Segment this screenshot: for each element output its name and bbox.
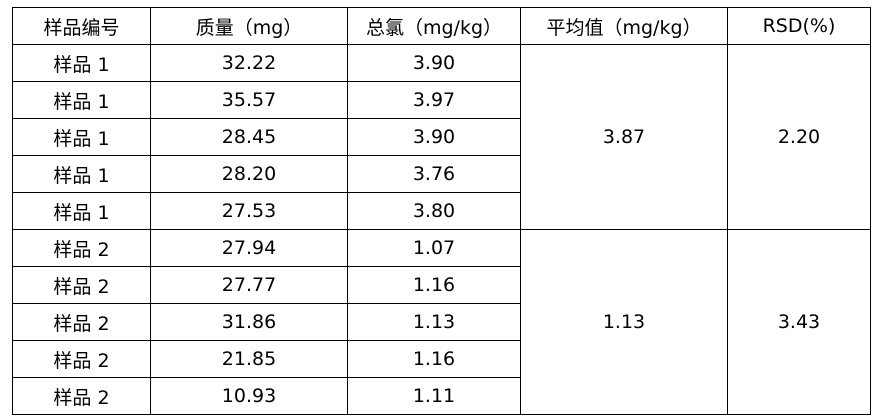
table-cell: 1.16 (347, 340, 521, 378)
table-cell: 3.80 (347, 192, 521, 230)
table-row: 样品 2 27.94 1.07 1.13 3.43 (12, 229, 871, 415)
table-cell: 3.90 (347, 44, 521, 82)
table-row: 样品 2 21.85 1.16 (12, 340, 871, 378)
table-row: 样品 2 27.77 1.16 (12, 266, 871, 304)
data-table: 样品编号 质量（mg） 总氯（mg/kg） 平均值（mg/kg） RSD(%) 样品 1… (12, 7, 871, 415)
table-cell: 27.94 (150, 229, 348, 267)
rsd-cell: 3.43 (727, 229, 871, 415)
table-row: 样品 1 27.53 3.80 (12, 192, 871, 230)
table-row: 样品 2 31.86 1.13 (12, 303, 871, 341)
table-cell: 样品 2 (12, 340, 151, 378)
table-cell: 样品 2 (12, 377, 151, 415)
table-cell: 21.85 (150, 340, 348, 378)
table-row: 样品 1 32.22 3.90 3.87 2.20 (12, 44, 871, 230)
header-row: 样品编号 质量（mg） 总氯（mg/kg） 平均值（mg/kg） RSD(%) (12, 7, 871, 45)
table-cell: 样品 2 (12, 266, 151, 304)
table-cell: 样品 2 (12, 303, 151, 341)
table-cell: 27.53 (150, 192, 348, 230)
header-cell: 质量（mg） (150, 7, 348, 45)
mean-cell: 1.13 (520, 229, 728, 415)
table-row: 样品 1 28.45 3.90 (12, 118, 871, 156)
table-row: 样品 1 35.57 3.97 (12, 81, 871, 119)
table-cell: 1.07 (347, 229, 521, 267)
header-cell: 总氯（mg/kg） (347, 7, 521, 45)
table-row: 样品 2 10.93 1.11 (12, 377, 871, 415)
table-cell: 样品 1 (12, 155, 151, 193)
table-row: 样品 1 28.20 3.76 (12, 155, 871, 193)
table-cell: 31.86 (150, 303, 348, 341)
table-cell: 3.76 (347, 155, 521, 193)
table-cell: 1.11 (347, 377, 521, 415)
table-cell: 样品 2 (12, 229, 151, 267)
mean-cell: 3.87 (520, 44, 728, 230)
header-cell: 样品编号 (12, 7, 151, 45)
table-cell: 35.57 (150, 81, 348, 119)
table-cell: 样品 1 (12, 192, 151, 230)
table-cell: 样品 1 (12, 118, 151, 156)
table-cell: 样品 1 (12, 44, 151, 82)
table-cell: 28.45 (150, 118, 348, 156)
table-cell: 3.97 (347, 81, 521, 119)
table-cell: 32.22 (150, 44, 348, 82)
table-cell: 1.16 (347, 266, 521, 304)
table-cell: 27.77 (150, 266, 348, 304)
header-cell: RSD(%) (727, 7, 871, 45)
table-cell: 1.13 (347, 303, 521, 341)
table-cell: 样品 1 (12, 81, 151, 119)
table-cell: 10.93 (150, 377, 348, 415)
header-cell: 平均值（mg/kg） (520, 7, 728, 45)
table-cell: 28.20 (150, 155, 348, 193)
rsd-cell: 2.20 (727, 44, 871, 230)
table-cell: 3.90 (347, 118, 521, 156)
